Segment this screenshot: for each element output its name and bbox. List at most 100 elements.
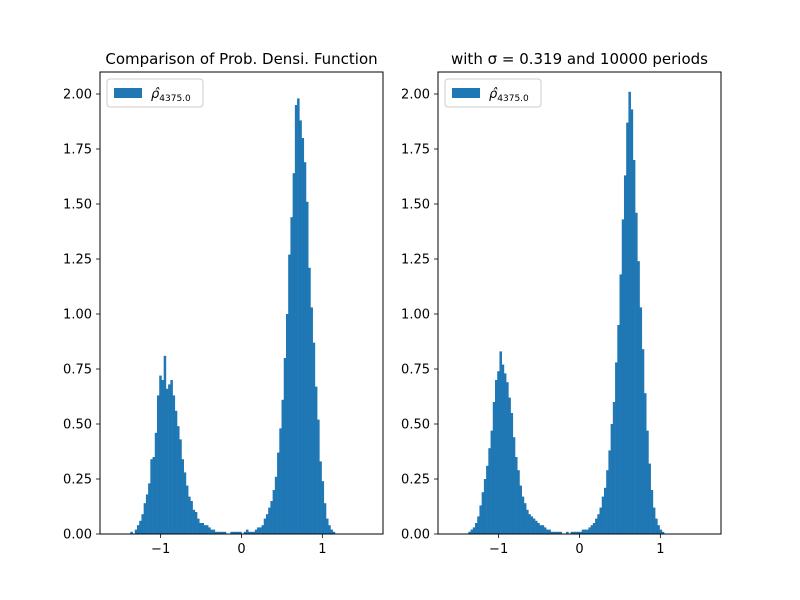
histogram-bar [223,531,227,534]
histogram-bar [252,531,256,534]
y-tick-label: 0.00 [63,528,92,543]
histogram-bar [232,531,236,534]
histogram-bar [641,349,645,534]
histogram-bar [263,518,267,534]
y-tick-label: 1.25 [401,253,430,268]
histogram-bar [517,470,520,534]
histogram-bar [570,531,574,534]
histogram-bar [503,373,507,534]
histogram-bar [165,388,169,534]
histogram-bar [183,472,187,534]
histogram-bar [319,461,322,534]
histogram-bar [217,531,220,534]
left-histogram-panel: −1 0 1 0.00 0.25 0.50 0.75 1.00 1.25 1.50 1.75 2.00… [63,50,384,557]
histogram-bar [285,314,289,534]
histogram-bar [481,492,485,534]
histogram-bar [301,138,305,534]
histogram-bar [277,452,280,534]
histogram-bar [305,201,309,535]
histogram-bar [283,358,287,534]
y-tick-label: 2.00 [63,88,92,103]
histogram-bar [168,384,171,534]
histogram-bar [510,413,514,534]
histogram-bar [535,520,538,534]
y-tick-label: 0.25 [401,473,430,488]
histogram-bar [185,485,189,534]
histogram-bar [214,531,218,534]
y-tick-label: 0.50 [63,418,92,433]
histogram-bar [603,487,607,534]
histogram-bar [501,364,505,534]
histogram-bar [546,529,549,534]
histogram-bar [299,120,302,535]
histogram-bar [330,529,333,534]
histogram-bar [519,485,522,534]
histogram-bar [272,490,276,534]
histogram-bar [499,351,502,534]
legend: ρ̂4375.0 [106,78,204,108]
y-tick-label: 1.75 [401,143,430,158]
histogram-bar [261,525,265,534]
histogram-bar [294,105,298,534]
histogram-bar [599,507,603,534]
histogram-bar [528,514,531,534]
histogram-bar [148,483,151,534]
histogram-bar [592,523,596,534]
histogram-bar [208,527,211,534]
histogram-bar [188,496,191,534]
histogram-bar [515,457,518,534]
histogram-bar [159,375,162,534]
histogram-bar [581,529,585,534]
histogram-bar [268,507,271,534]
histogram-bar [205,525,209,534]
histogram-bar [490,430,494,534]
histogram-bar [259,527,262,534]
histogram-bar [288,254,291,534]
histogram-bar [646,430,649,534]
histogram-bar [526,509,529,534]
histogram-bar [194,512,198,534]
y-tick-label: 2.00 [401,88,430,103]
histogram-bar [577,531,580,534]
histogram-bar [154,432,158,534]
histogram-bar [308,267,311,534]
y-tick-label: 1.00 [401,308,430,323]
histogram-bar [655,518,658,534]
y-tick-label: 0.50 [401,418,430,433]
histogram-bar [530,516,534,534]
histogram-bar [265,514,269,534]
x-tick-label: −1 [151,542,170,557]
histogram-bar [595,518,598,534]
legend-label-subscript: 4375.0 [159,94,191,104]
histogram-bar [597,514,600,534]
histogram-bar [543,527,547,534]
histogram-bar [548,529,551,534]
histogram-bar [635,212,638,535]
histogram-bar [279,428,282,534]
histogram-bar [617,325,620,534]
histogram-bar [130,531,133,534]
histogram-bar [630,109,634,535]
histogram-bar [190,501,193,534]
histogram-bar [219,531,222,534]
x-tick-label: 1 [656,542,664,557]
histogram-bars [468,91,665,535]
histogram-bar [541,525,545,534]
legend-swatch [114,88,142,98]
chart-title: with σ = 0.319 and 10000 periods [451,50,708,68]
histogram-bar [321,481,325,534]
histogram-bar [281,399,285,534]
histogram-bar [648,463,651,534]
histogram-bar [192,509,196,534]
y-tick-label: 0.75 [401,363,430,378]
histogram-bar [172,395,176,534]
histogram-bar [181,459,184,534]
x-tick-label: 0 [237,542,245,557]
histogram-bar [237,531,240,534]
histogram-bar [483,479,487,534]
histogram-bar [150,459,153,534]
x-tick-label: −1 [489,542,508,557]
histogram-bar [521,496,525,534]
histogram-bar [290,217,293,534]
